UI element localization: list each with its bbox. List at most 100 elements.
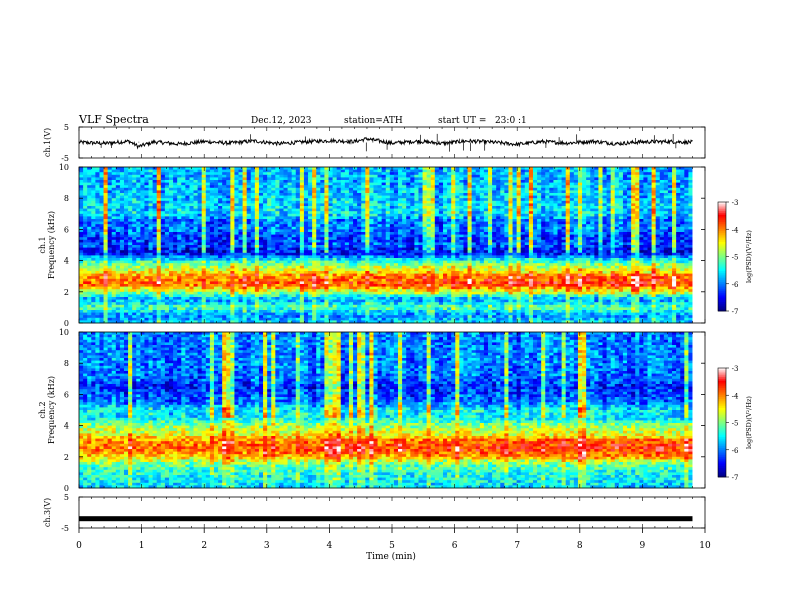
spectrogram-cell [226,216,231,220]
spectrogram-cell [287,211,293,215]
spectrogram-cell [283,193,288,196]
spectrogram-cell [504,198,509,202]
spectrogram-cell [336,208,342,212]
spectrogram-cell [226,232,231,235]
spectrogram-cell [483,216,489,220]
spectrogram-cell [447,190,452,194]
spectrogram-cell [561,193,567,196]
spectrogram-cell [614,198,620,202]
spectrogram-cell [107,182,113,186]
spectrogram-cell [193,185,199,189]
spectrogram-cell [303,247,309,251]
spectrogram-cell [471,203,477,207]
spectrogram-cell [594,232,599,235]
spectrogram-cell [618,224,624,228]
spectrogram-cell [524,219,530,222]
spectrogram-cell [320,180,325,183]
spectrogram-cell [99,169,104,173]
spectrogram-cell [631,200,636,204]
spectrogram-cell [504,221,509,225]
spectrogram-cell [152,226,158,230]
spectrogram-cell [455,177,460,181]
spectrogram-cell [353,234,358,238]
spectrogram-cell [385,245,391,248]
spectrogram-cell [148,213,154,217]
spectrogram-cell [635,195,640,199]
spectrogram-cell [398,237,403,241]
spectrogram-cell [173,195,178,199]
spectrogram-cell [565,208,571,212]
spectrogram-cell [226,234,231,238]
spectrogram-cell [680,172,685,176]
spectrogram-cell [655,174,661,178]
spectrogram-cell [680,242,685,246]
spectrogram-cell [103,182,109,186]
spectrogram-cell [631,169,636,173]
spectrogram-cell [123,169,129,173]
spectrogram-cell [91,172,96,176]
spectrogram-cell [299,221,305,225]
spectrogram-cell [422,177,428,181]
spectrogram-cell [144,239,149,243]
spectrogram-cell [283,237,288,241]
spectrogram-cell [463,182,468,186]
spectrogram-cell [164,245,170,248]
spectrogram-cell [422,193,428,196]
spectrogram-cell [492,245,497,248]
spectrogram-cell [291,180,297,183]
spectrogram-cell [393,211,399,215]
spectrogram-cell [185,180,190,183]
spectrogram-cell [271,237,276,241]
spectrogram-cell [414,180,419,183]
spectrogram-cell [275,206,280,209]
spectrogram-cell [234,167,239,170]
spectrogram-cell [99,216,104,220]
spectrogram-cell [647,206,652,209]
spectrogram-cell [553,234,558,238]
spectrogram-cell [545,221,550,225]
spectrogram-cell [83,219,88,222]
spectrogram-cell [504,234,509,238]
spectrogram-cell [451,247,456,251]
spectrogram-cell [83,213,88,217]
spectrogram-cell [459,172,464,176]
spectrogram-cell [303,211,309,215]
spectrogram-cell [487,219,493,222]
spectrogram-cell [418,245,423,248]
spectrogram-cell [438,237,444,241]
spectrogram-cell [553,180,558,183]
spectrogram-cell [426,242,432,246]
spectrogram-cell [308,193,313,196]
spectrogram-cell [267,232,272,235]
spectrogram-cell [218,200,223,204]
spectrogram-cell [541,182,546,186]
spectrogram-cell [246,190,252,194]
spectrogram-cell [197,247,203,251]
spectrogram-cell [520,232,526,235]
spectrogram-cell [226,172,231,176]
spectrogram-cell [410,206,415,209]
spectrogram-cell [438,174,444,178]
spectrogram-cell [222,200,227,204]
spectrogram-cell [332,234,338,238]
spectrogram-cell [512,247,518,251]
spectrogram-cell [168,211,174,215]
spectrogram-cell [586,172,591,176]
spectrogram-cell [410,200,415,204]
spectrogram-cell [667,172,673,176]
spectrogram-cell [353,172,358,176]
spectrogram-cell [475,180,481,183]
spectrogram-cell [389,242,395,246]
spectrogram-cell [606,187,612,191]
spectrogram-cell [357,224,362,228]
spectrogram-cell [336,213,342,217]
spectrogram-cell [430,203,436,207]
spectrogram-cell [487,206,493,209]
spectrogram-cell [532,226,538,230]
spectrogram-cell [655,169,661,173]
spectrogram-cell [103,190,109,194]
spectrogram-cell [160,182,166,186]
spectrogram-cell [123,211,129,215]
spectrogram-cell [185,172,190,176]
spectrogram-cell [614,187,620,191]
